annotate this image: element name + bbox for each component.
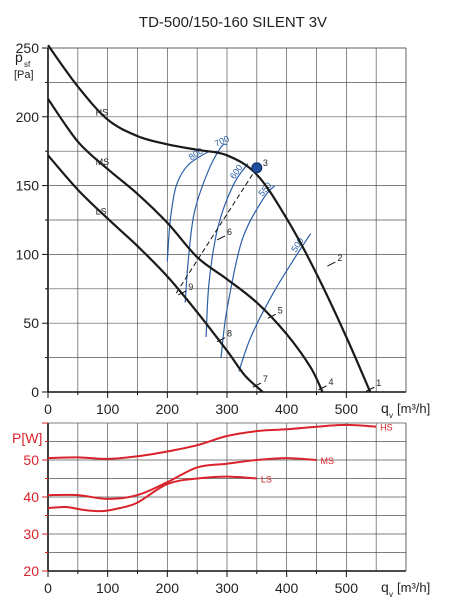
chart-title: TD-500/150-160 SILENT 3V bbox=[139, 14, 327, 31]
power-tick-labels: 0 100 200 300 400 500 20 30 40 50 bbox=[23, 452, 358, 596]
power-x-axis-subscript: v bbox=[389, 590, 393, 599]
power-x-axis-symbol: q bbox=[381, 579, 389, 595]
y-axis-symbol: p bbox=[15, 49, 23, 65]
power-grid bbox=[42, 422, 407, 577]
marker-label: 4 bbox=[328, 377, 333, 387]
power-y-tick-label: 30 bbox=[23, 526, 39, 542]
power-panel: 0 100 200 300 400 500 20 30 40 50 HS MS LS P[W] q v… bbox=[12, 422, 430, 599]
y-tick-label: 250 bbox=[16, 40, 40, 56]
iso-line-600 bbox=[205, 163, 249, 338]
curve-label-ms: MS bbox=[96, 157, 110, 167]
marker-tick bbox=[365, 386, 375, 392]
marker-label: 9 bbox=[188, 282, 193, 292]
x-tick-label: 500 bbox=[335, 401, 359, 417]
power-curve-hs bbox=[47, 423, 377, 460]
power-x-tick-label: 200 bbox=[156, 580, 180, 596]
power-curves: HS MS LS bbox=[47, 423, 393, 513]
power-y-tick-label: 50 bbox=[23, 452, 39, 468]
x-tick-label: 0 bbox=[44, 401, 52, 417]
power-x-tick-label: 500 bbox=[335, 580, 359, 596]
pressure-curves: HS MS LS bbox=[47, 44, 372, 393]
marker-tick bbox=[318, 385, 327, 391]
marker-label: 7 bbox=[263, 374, 268, 384]
curve-label-ls: LS bbox=[96, 207, 107, 217]
pressure-grid bbox=[42, 47, 407, 398]
marker-tick bbox=[178, 290, 187, 296]
x-axis-unit: [m³/h] bbox=[397, 401, 430, 416]
y-axis-unit: [Pa] bbox=[14, 69, 34, 81]
pressure-tick-labels: 0 100 200 300 400 500 0 50 100 150 200 250 bbox=[16, 40, 359, 417]
marker-label: 3 bbox=[263, 158, 268, 168]
power-curve-label-ms: MS bbox=[321, 456, 335, 466]
iso-line-800 bbox=[166, 150, 210, 262]
marker-tick bbox=[216, 235, 226, 241]
pressure-markers: 1 2 3 4 5 6 7 8 9 bbox=[178, 158, 381, 392]
curve-ls bbox=[47, 154, 264, 393]
power-y-tick-label: 20 bbox=[23, 563, 39, 579]
power-x-axis-unit: [m³/h] bbox=[397, 580, 430, 595]
iso-line-550 bbox=[220, 185, 276, 358]
y-tick-label: 150 bbox=[16, 178, 40, 194]
curve-hs bbox=[47, 44, 372, 393]
power-x-label: q v [m³/h] bbox=[381, 579, 430, 599]
marker-tick bbox=[327, 261, 336, 267]
pressure-x-label: q v [m³/h] bbox=[381, 400, 430, 420]
marker-label: 1 bbox=[376, 378, 381, 388]
power-x-tick-label: 400 bbox=[275, 580, 299, 596]
y-tick-label: 50 bbox=[23, 315, 39, 331]
power-curve-label-ls: LS bbox=[261, 475, 272, 485]
x-tick-label: 100 bbox=[96, 401, 120, 417]
power-x-tick-label: 0 bbox=[44, 580, 52, 596]
marker-tick bbox=[252, 382, 262, 388]
iso-line-label: 700 bbox=[213, 133, 231, 148]
x-axis-symbol: q bbox=[381, 400, 389, 416]
y-tick-label: 200 bbox=[16, 109, 40, 125]
power-curve-ms bbox=[47, 457, 317, 500]
curve-ms bbox=[47, 98, 324, 393]
marker-tick bbox=[267, 313, 276, 319]
curve-label-hs: HS bbox=[96, 108, 109, 118]
power-curve-ls bbox=[47, 475, 257, 513]
y-tick-label: 100 bbox=[16, 246, 40, 262]
iso-line-500 bbox=[238, 233, 311, 372]
x-axis-subscript: v bbox=[389, 411, 393, 420]
y-tick-label: 0 bbox=[31, 384, 39, 400]
power-y-tick-label: 40 bbox=[23, 489, 39, 505]
marker-label: 6 bbox=[227, 227, 232, 237]
power-x-tick-label: 300 bbox=[215, 580, 239, 596]
x-tick-label: 300 bbox=[215, 401, 239, 417]
marker-label: 2 bbox=[337, 253, 342, 263]
marker-tick bbox=[216, 337, 226, 343]
system-curve-line bbox=[175, 167, 258, 294]
marker-label: 8 bbox=[227, 329, 232, 339]
y-axis-subscript: sf bbox=[24, 60, 31, 69]
pressure-y-label: p sf [Pa] bbox=[14, 49, 34, 81]
iso-line-700 bbox=[184, 143, 228, 303]
power-curve-label-hs: HS bbox=[380, 423, 393, 433]
x-tick-label: 400 bbox=[275, 401, 299, 417]
power-x-tick-label: 100 bbox=[96, 580, 120, 596]
x-tick-label: 200 bbox=[156, 401, 180, 417]
marker-label: 5 bbox=[278, 305, 283, 315]
operating-point bbox=[251, 162, 263, 174]
pressure-panel: 0 100 200 300 400 500 0 50 100 150 200 250 8 00 700 60… bbox=[14, 40, 430, 420]
iso-line-label: 600 bbox=[228, 163, 245, 181]
power-y-label: P[W] bbox=[12, 430, 42, 446]
